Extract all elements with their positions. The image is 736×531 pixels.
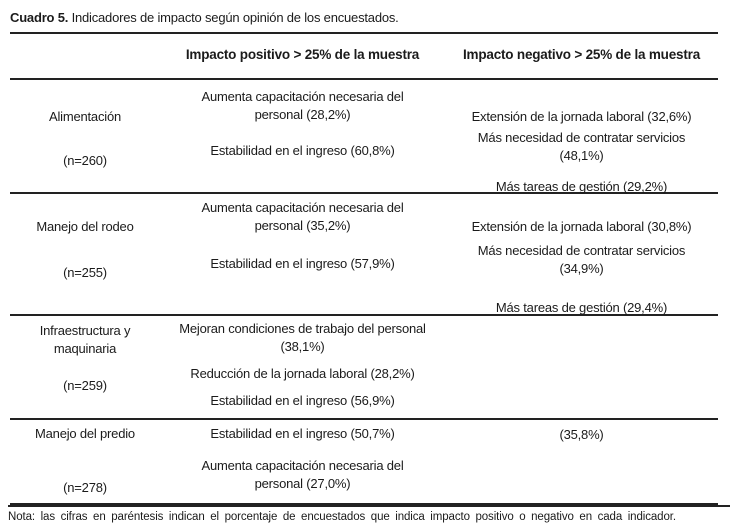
negative-cell-empty xyxy=(445,316,718,418)
category-cell: Manejo del predio (n=278) xyxy=(10,420,160,503)
category-cell: Alimentación (n=260) xyxy=(10,80,160,196)
category-cell: Manejo del rodeo (n=255) xyxy=(10,194,160,317)
impact-item: Más tareas de gestión (29,4%) xyxy=(495,300,668,315)
table-row-alimentacion: Alimentación (n=260) Aumenta capacitació… xyxy=(10,80,718,194)
impact-item: Aumenta capacitación necesaria del perso… xyxy=(201,200,404,233)
header-category-empty xyxy=(10,54,160,58)
table-title-text: Indicadores de impacto según opinión de … xyxy=(68,10,399,25)
sample-size: (n=260) xyxy=(63,153,107,168)
negative-cell: Extensión de la jornada laboral (30,8%) … xyxy=(445,194,718,317)
impact-item: Mejoran condiciones de trabajo del perso… xyxy=(179,321,426,354)
impact-item: Más tareas de gestión (29,2%) xyxy=(495,179,668,194)
category-label: Manejo del predio xyxy=(35,426,135,441)
category-label: Infraestructura y maquinaria xyxy=(39,323,131,356)
sample-size: (n=259) xyxy=(63,378,107,393)
sample-size: (n=278) xyxy=(63,480,107,495)
header-impacto-positivo: Impacto positivo > 25% de la muestra xyxy=(185,46,420,62)
sample-size: (n=255) xyxy=(63,265,107,280)
impact-item: Extensión de la jornada laboral (32,6%) xyxy=(471,109,692,124)
table-title-label: Cuadro 5. xyxy=(10,10,69,25)
impact-item: Más necesidad de contratar servicios (34… xyxy=(477,243,686,276)
positive-cell: Mejoran condiciones de trabajo del perso… xyxy=(160,316,445,418)
header-impacto-negativo: Impacto negativo > 25% de la muestra xyxy=(462,46,700,62)
table-row-manejo-del-predio: Manejo del predio (n=278) Estabilidad en… xyxy=(10,420,718,505)
impact-item: Estabilidad en el ingreso (57,9%) xyxy=(210,256,395,271)
impact-item: Reducción de la jornada laboral (28,2%) xyxy=(190,366,415,381)
positive-cell: Aumenta capacitación necesaria del perso… xyxy=(160,80,445,196)
table-header-row: Impacto positivo > 25% de la muestra Imp… xyxy=(10,32,718,80)
impact-item: Estabilidad en el ingreso (50,7%) xyxy=(210,426,395,441)
impact-item: Estabilidad en el ingreso (60,8%) xyxy=(210,143,395,158)
positive-cell: Estabilidad en el ingreso (50,7%) Aument… xyxy=(160,420,445,503)
negative-cell: Extensión de la jornada laboral (32,6%) … xyxy=(445,80,718,196)
category-label: Manejo del rodeo xyxy=(36,219,134,234)
table-row-infraestructura: Infraestructura y maquinaria (n=259) Mej… xyxy=(10,316,718,420)
table-title: Cuadro 5. Indicadores de impacto según o… xyxy=(10,0,718,32)
impact-item: (35,8%) xyxy=(559,427,604,442)
table-container: Cuadro 5. Indicadores de impacto según o… xyxy=(10,0,718,505)
impact-item: Aumenta capacitación necesaria del perso… xyxy=(201,89,404,122)
impact-item: Aumenta capacitación necesaria del perso… xyxy=(201,458,404,491)
category-label: Alimentación xyxy=(48,109,122,124)
table-row-manejo-del-rodeo: Manejo del rodeo (n=255) Aumenta capacit… xyxy=(10,194,718,316)
negative-cell: (35,8%) xyxy=(445,420,718,503)
impact-item: Extensión de la jornada laboral (30,8%) xyxy=(471,219,692,234)
positive-cell: Aumenta capacitación necesaria del perso… xyxy=(160,194,445,317)
table-footnote: Nota: las cifras en paréntesis indican e… xyxy=(8,505,730,523)
impact-item: Estabilidad en el ingreso (56,9%) xyxy=(210,393,395,408)
impact-item: Más necesidad de contratar servicios (48… xyxy=(477,130,686,163)
category-cell: Infraestructura y maquinaria (n=259) xyxy=(10,316,160,418)
